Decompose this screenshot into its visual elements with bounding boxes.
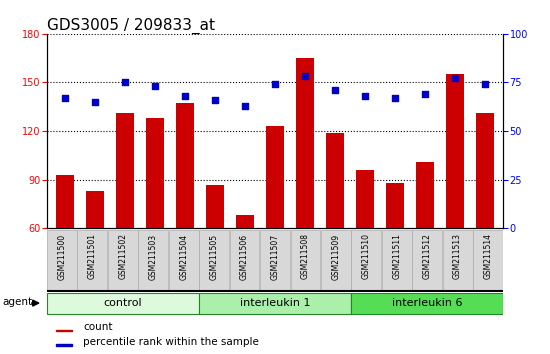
FancyBboxPatch shape bbox=[108, 230, 138, 291]
Text: count: count bbox=[83, 322, 113, 332]
Text: interleukin 1: interleukin 1 bbox=[240, 298, 310, 308]
Text: interleukin 6: interleukin 6 bbox=[392, 298, 463, 308]
Text: GDS3005 / 209833_at: GDS3005 / 209833_at bbox=[47, 17, 214, 34]
Text: GSM211509: GSM211509 bbox=[331, 233, 340, 280]
FancyBboxPatch shape bbox=[139, 230, 168, 291]
Bar bbox=[236, 215, 254, 326]
FancyBboxPatch shape bbox=[260, 230, 290, 291]
Text: GSM211503: GSM211503 bbox=[148, 233, 158, 280]
Point bbox=[180, 93, 189, 99]
Bar bbox=[266, 126, 284, 326]
Bar bbox=[206, 184, 224, 326]
FancyBboxPatch shape bbox=[169, 230, 199, 291]
FancyBboxPatch shape bbox=[199, 230, 229, 291]
Point bbox=[421, 91, 430, 97]
FancyBboxPatch shape bbox=[230, 230, 260, 291]
FancyBboxPatch shape bbox=[382, 230, 411, 291]
Bar bbox=[116, 113, 134, 326]
FancyBboxPatch shape bbox=[290, 230, 320, 291]
FancyBboxPatch shape bbox=[47, 293, 199, 314]
Point bbox=[151, 84, 160, 89]
Text: agent: agent bbox=[2, 297, 32, 307]
Text: GSM211505: GSM211505 bbox=[210, 233, 219, 280]
Text: GSM211502: GSM211502 bbox=[118, 233, 128, 279]
Text: GSM211513: GSM211513 bbox=[453, 233, 462, 279]
Point bbox=[271, 81, 279, 87]
FancyBboxPatch shape bbox=[351, 230, 381, 291]
Bar bbox=[296, 58, 314, 326]
Point bbox=[301, 74, 310, 79]
Text: GSM211501: GSM211501 bbox=[88, 233, 97, 279]
Point bbox=[390, 95, 399, 101]
FancyBboxPatch shape bbox=[443, 230, 472, 291]
Bar bbox=[146, 118, 164, 326]
Text: control: control bbox=[103, 298, 142, 308]
Text: GSM211500: GSM211500 bbox=[57, 233, 67, 280]
Text: GSM211514: GSM211514 bbox=[483, 233, 493, 279]
Text: GSM211510: GSM211510 bbox=[362, 233, 371, 279]
Bar bbox=[176, 103, 194, 326]
Point bbox=[120, 80, 129, 85]
Bar bbox=[56, 344, 72, 346]
Point bbox=[451, 76, 460, 81]
Bar bbox=[356, 170, 374, 326]
Bar bbox=[56, 175, 74, 326]
Point bbox=[481, 81, 490, 87]
Bar bbox=[56, 330, 72, 331]
FancyBboxPatch shape bbox=[351, 293, 503, 314]
Point bbox=[240, 103, 249, 109]
Point bbox=[361, 93, 370, 99]
FancyBboxPatch shape bbox=[412, 230, 442, 291]
Point bbox=[211, 97, 219, 103]
FancyBboxPatch shape bbox=[47, 230, 77, 291]
Point bbox=[90, 99, 99, 105]
Text: GSM211512: GSM211512 bbox=[422, 233, 432, 279]
Bar bbox=[416, 162, 434, 326]
Bar bbox=[446, 74, 464, 326]
FancyBboxPatch shape bbox=[78, 230, 107, 291]
Bar bbox=[86, 191, 104, 326]
Bar bbox=[386, 183, 404, 326]
Text: GSM211506: GSM211506 bbox=[240, 233, 249, 280]
Point bbox=[331, 87, 339, 93]
Text: percentile rank within the sample: percentile rank within the sample bbox=[83, 337, 259, 347]
Text: GSM211508: GSM211508 bbox=[301, 233, 310, 279]
FancyBboxPatch shape bbox=[321, 230, 351, 291]
Bar bbox=[476, 113, 494, 326]
Text: GSM211511: GSM211511 bbox=[392, 233, 402, 279]
FancyBboxPatch shape bbox=[473, 230, 503, 291]
Point bbox=[60, 95, 69, 101]
Text: GSM211507: GSM211507 bbox=[271, 233, 279, 280]
Bar bbox=[326, 133, 344, 326]
FancyBboxPatch shape bbox=[199, 293, 351, 314]
Text: GSM211504: GSM211504 bbox=[179, 233, 188, 280]
